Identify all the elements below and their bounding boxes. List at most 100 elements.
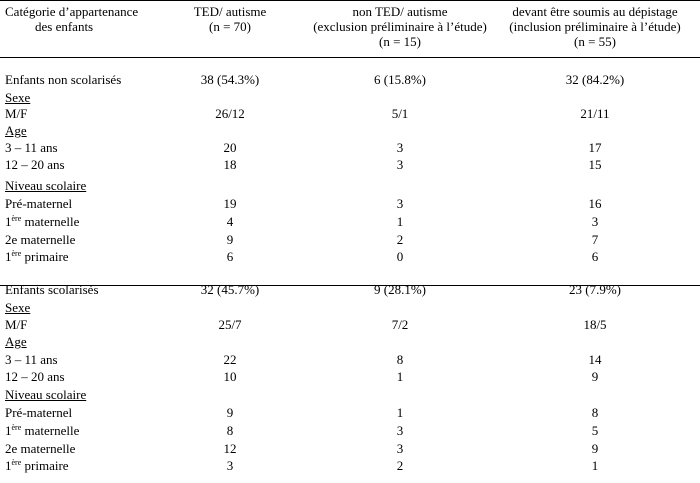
- total-non-ted: 9 (28.1%): [374, 282, 426, 297]
- niveau-non-ted: 3: [396, 196, 404, 211]
- header-depistage-line1: devant être soumis au dépistage: [512, 4, 678, 19]
- age-ted: 10: [223, 369, 237, 384]
- niveau-ted: 6: [226, 249, 234, 264]
- age-label: 3 – 11 ans: [5, 352, 58, 367]
- niveau-label-superscript: ère: [11, 214, 22, 223]
- niveau-heading: Niveau scolaire: [5, 387, 87, 402]
- niveau-ted: 8: [226, 423, 234, 438]
- niveau-depistage: 8: [591, 405, 599, 420]
- mf-row: M/F 26/12 5/1 21/11: [0, 105, 700, 123]
- niveau-row: 1ère maternelle 4 1 3: [0, 213, 700, 231]
- age-label: 3 – 11 ans: [5, 140, 58, 155]
- sexe-heading: Sexe: [5, 300, 31, 315]
- header-ted-line2: (n = 70): [209, 19, 251, 34]
- header-depistage-line2: (inclusion préliminaire à l’étude): [509, 19, 681, 34]
- age-ted: 20: [223, 140, 237, 155]
- niveau-depistage: 5: [591, 423, 599, 438]
- sexe-heading: Sexe: [5, 90, 31, 105]
- age-label: 12 – 20 ans: [5, 369, 65, 384]
- age-depistage: 15: [588, 157, 602, 172]
- niveau-ted: 9: [226, 405, 234, 420]
- section-title: Enfants scolarisés: [5, 282, 99, 297]
- niveau-label: 1ère maternelle: [5, 213, 79, 231]
- age-heading: Age: [5, 334, 27, 349]
- mf-non-ted: 5/1: [391, 106, 409, 121]
- total-depistage: 23 (7.9%): [569, 282, 621, 297]
- total-non-ted: 6 (15.8%): [374, 72, 426, 87]
- header-non-ted-line1: non TED/ autisme: [352, 4, 448, 19]
- niveau-row: 1ère primaire 6 0 6: [0, 248, 700, 266]
- niveau-label-main: 2e maternelle: [5, 232, 76, 247]
- age-row: 12 – 20 ans 18 3 15: [0, 156, 700, 174]
- mf-row: M/F 25/7 7/2 18/5: [0, 316, 700, 334]
- mf-depistage: 18/5: [583, 317, 607, 332]
- age-non-ted: 3: [396, 157, 404, 172]
- top-rule: [0, 0, 700, 1]
- niveau-heading: Niveau scolaire: [5, 178, 87, 193]
- niveau-depistage: 7: [591, 232, 599, 247]
- mf-depistage: 21/11: [580, 106, 610, 121]
- header-category-line1: Catégorie d’appartenance: [5, 4, 139, 19]
- niveau-label-main: 1: [5, 458, 12, 473]
- niveau-non-ted: 2: [396, 458, 404, 473]
- header-rule: [0, 57, 700, 58]
- total-depistage: 32 (84.2%): [565, 72, 625, 87]
- niveau-label-main: 1: [5, 249, 12, 264]
- niveau-label-superscript: ère: [11, 249, 22, 258]
- age-depistage: 17: [588, 140, 602, 155]
- niveau-label: 1ère primaire: [5, 457, 69, 475]
- age-ted: 22: [223, 352, 237, 367]
- niveau-heading-row: Niveau scolaire: [0, 177, 700, 195]
- age-non-ted: 1: [396, 369, 404, 384]
- niveau-row: Pré-maternel 9 1 8: [0, 404, 700, 422]
- niveau-non-ted: 3: [396, 441, 404, 456]
- section-title-row: Enfants non scolarisés 38 (54.3%) 6 (15.8%…: [0, 71, 700, 89]
- niveau-label: 1ère maternelle: [5, 422, 79, 440]
- section-divider-rule: [0, 285, 700, 286]
- niveau-label-rest: maternelle: [21, 214, 80, 229]
- niveau-label: Pré-maternel: [5, 195, 72, 213]
- niveau-label-main: 1: [5, 423, 12, 438]
- niveau-label: 2e maternelle: [5, 440, 75, 458]
- niveau-row: Pré-maternel 19 3 16: [0, 195, 700, 213]
- niveau-non-ted: 3: [396, 423, 404, 438]
- section-title-row: Enfants scolarisés 32 (45.7%) 9 (28.1%) 23 …: [0, 281, 700, 299]
- age-heading-row: Age: [0, 122, 700, 140]
- niveau-depistage: 3: [591, 214, 599, 229]
- header-ted: TED/ autisme (n = 70): [160, 4, 300, 34]
- header-category-line2: des enfants: [35, 19, 94, 34]
- age-heading-row: Age: [0, 333, 700, 351]
- age-non-ted: 8: [396, 352, 404, 367]
- niveau-row: 2e maternelle 9 2 7: [0, 231, 700, 249]
- niveau-non-ted: 2: [396, 232, 404, 247]
- header-non-ted-line2: (exclusion préliminaire à l’étude): [313, 19, 487, 34]
- niveau-row: 1ère primaire 3 2 1: [0, 457, 700, 475]
- sexe-heading-row: Sexe: [0, 299, 700, 317]
- sexe-heading-row: Sexe: [0, 89, 700, 107]
- niveau-depistage: 1: [591, 458, 599, 473]
- niveau-label: 2e maternelle: [5, 231, 75, 249]
- niveau-ted: 12: [223, 441, 237, 456]
- age-heading: Age: [5, 123, 27, 138]
- niveau-label-rest: primaire: [21, 249, 69, 264]
- niveau-label-main: 1: [5, 214, 12, 229]
- niveau-depistage: 9: [591, 441, 599, 456]
- niveau-label-rest: primaire: [21, 458, 69, 473]
- age-non-ted: 3: [396, 140, 404, 155]
- age-ted: 18: [223, 157, 237, 172]
- niveau-ted: 19: [223, 196, 237, 211]
- niveau-depistage: 16: [588, 196, 602, 211]
- niveau-label: Pré-maternel: [5, 404, 72, 422]
- niveau-label: 1ère primaire: [5, 248, 69, 266]
- niveau-label-main: Pré-maternel: [5, 405, 73, 420]
- mf-ted: 26/12: [215, 106, 245, 121]
- niveau-depistage: 6: [591, 249, 599, 264]
- niveau-label-superscript: ère: [11, 423, 22, 432]
- age-depistage: 9: [591, 369, 599, 384]
- total-ted: 38 (54.3%): [200, 72, 260, 87]
- niveau-label-main: 2e maternelle: [5, 441, 76, 456]
- niveau-non-ted: 0: [396, 249, 404, 264]
- niveau-label-superscript: ère: [11, 458, 22, 467]
- niveau-ted: 4: [226, 214, 234, 229]
- niveau-label-rest: maternelle: [21, 423, 80, 438]
